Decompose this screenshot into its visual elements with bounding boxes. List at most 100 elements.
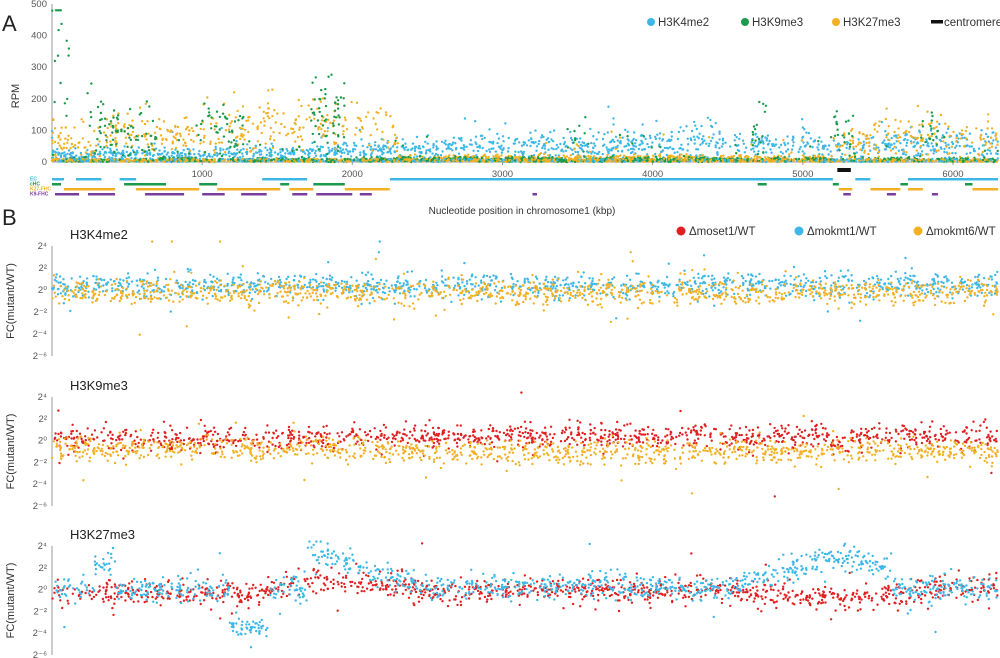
data-point [170,154,173,157]
data-point [186,159,189,162]
data-point [323,130,326,133]
data-point [910,125,913,128]
data-point [544,141,548,145]
data-point [619,142,622,145]
data-point [319,154,323,157]
data-point [295,158,298,161]
data-point [266,102,270,105]
data-point [112,109,116,112]
data-point [258,153,262,156]
data-point [82,120,85,124]
data-point [332,131,335,135]
data-point [935,120,939,123]
data-point [319,159,322,163]
data-point [113,151,116,154]
data-point [333,142,336,146]
data-point [803,128,806,131]
data-point [536,156,540,159]
data-point [333,101,337,104]
data-point [355,144,358,147]
data-point [960,129,964,132]
data-point [499,147,502,150]
data-point [843,136,846,139]
data-point [142,287,145,290]
data-point [709,118,712,122]
data-point [295,148,299,151]
data-point [81,160,84,164]
data-point [527,139,530,142]
data-point [698,154,701,158]
data-point [532,141,535,145]
data-point [452,136,455,139]
data-point [253,159,256,162]
data-point [385,113,388,117]
data-point [246,143,249,146]
data-point [106,146,109,149]
data-point [838,145,841,148]
data-point [687,143,690,146]
data-point [115,127,118,130]
data-point [534,141,537,144]
data-point [316,107,319,111]
data-point [699,143,702,146]
data-point [199,155,202,158]
data-point [128,160,131,163]
data-point [676,159,679,162]
data-point [686,137,689,140]
data-point [718,132,721,135]
data-point [629,147,633,151]
data-point [817,148,820,151]
data-point [680,143,683,146]
data-point [435,148,438,151]
data-point [190,127,193,130]
data-point [299,135,303,138]
data-point [397,160,400,164]
data-point [342,143,345,146]
data-point [456,158,459,161]
data-point [987,113,990,116]
data-point [370,149,374,152]
data-point [90,82,93,85]
data-point [158,149,161,152]
data-point [548,140,551,144]
data-point [492,155,495,158]
data-point [849,139,852,142]
data-point [99,125,102,129]
data-point [73,159,77,162]
data-point [188,129,191,132]
data-point [930,121,933,125]
data-point [296,135,300,139]
data-point [592,146,595,149]
data-point [637,147,641,151]
data-point [537,159,540,162]
data-point [359,153,362,157]
data-point [844,153,847,156]
data-point [756,152,760,156]
data-point [513,142,516,145]
data-point [112,116,115,119]
data-point [105,144,108,147]
data-point [863,151,866,154]
data-point [238,151,241,154]
data-point [376,111,380,115]
data-point [996,140,999,143]
data-point [747,155,750,159]
data-point [114,129,118,133]
legend-swatch [931,20,943,24]
data-point [230,141,233,144]
data-point [187,133,190,136]
data-point [933,132,936,135]
data-point [926,110,929,113]
data-point [473,157,476,161]
data-point [334,147,337,151]
data-point [727,159,730,162]
data-point [139,111,143,115]
data-point [192,129,195,133]
data-point [425,135,429,138]
data-point [873,123,876,127]
data-point [912,141,915,144]
data-point [989,136,993,139]
data-point [926,142,930,145]
data-point [754,275,758,278]
data-point [297,115,300,118]
